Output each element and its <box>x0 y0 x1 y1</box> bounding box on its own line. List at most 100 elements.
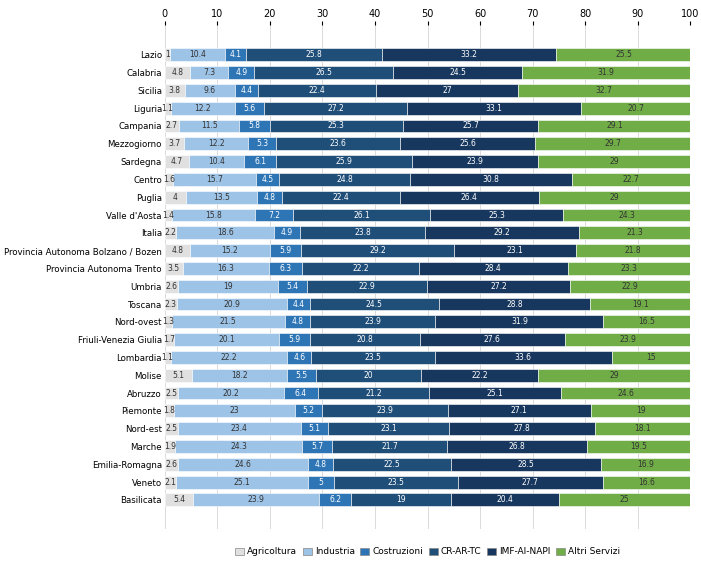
Bar <box>425 226 578 239</box>
Bar <box>190 244 270 257</box>
Bar <box>310 298 439 311</box>
Text: 1.7: 1.7 <box>163 335 175 344</box>
Legend: Agricoltura, Industria, Costruzioni, CR-AR-TC, IMF-AI-NAPI, Altri Servizi: Agricoltura, Industria, Costruzioni, CR-… <box>231 544 624 560</box>
Text: 6.2: 6.2 <box>329 495 341 504</box>
Text: 13.5: 13.5 <box>213 192 230 201</box>
Text: 5.2: 5.2 <box>303 406 315 415</box>
Text: 4: 4 <box>173 192 177 201</box>
Text: 4.1: 4.1 <box>229 50 241 59</box>
Text: 15.8: 15.8 <box>205 211 222 220</box>
Bar <box>270 119 403 132</box>
Bar <box>165 262 183 275</box>
Bar <box>382 48 557 61</box>
Bar <box>562 387 690 400</box>
Bar <box>603 315 690 328</box>
Text: 4.8: 4.8 <box>264 192 275 201</box>
Bar <box>287 298 310 311</box>
Text: 23.9: 23.9 <box>467 157 484 166</box>
Text: 28.4: 28.4 <box>485 264 502 273</box>
Text: 21.7: 21.7 <box>381 442 398 451</box>
Text: 29.2: 29.2 <box>369 246 386 255</box>
Bar <box>165 66 190 79</box>
Bar <box>439 298 590 311</box>
Bar <box>287 369 316 381</box>
Text: 23.9: 23.9 <box>377 406 394 415</box>
Text: 5.4: 5.4 <box>173 495 185 504</box>
Bar <box>276 155 412 168</box>
Bar <box>601 458 690 471</box>
Text: 4.7: 4.7 <box>171 157 183 166</box>
Text: 27.6: 27.6 <box>484 335 501 344</box>
Text: 5.1: 5.1 <box>172 371 184 380</box>
Bar <box>429 387 561 400</box>
Text: 1: 1 <box>165 50 170 59</box>
Bar <box>302 262 418 275</box>
Bar <box>435 351 612 364</box>
Bar <box>193 494 319 507</box>
Text: 22.9: 22.9 <box>358 282 375 291</box>
Bar <box>538 119 691 132</box>
Bar <box>420 333 565 346</box>
Text: 10.4: 10.4 <box>208 157 225 166</box>
Bar <box>322 405 448 417</box>
Text: 21.3: 21.3 <box>626 228 643 237</box>
Bar <box>264 102 407 114</box>
Text: 29: 29 <box>610 192 620 201</box>
Bar <box>334 475 458 488</box>
Bar <box>538 155 690 168</box>
Text: 31.9: 31.9 <box>598 68 615 77</box>
Text: 18.2: 18.2 <box>231 371 247 380</box>
Bar <box>235 102 264 114</box>
Text: 2.1: 2.1 <box>164 478 176 487</box>
Text: 16.3: 16.3 <box>217 264 234 273</box>
Text: 5.8: 5.8 <box>249 122 261 131</box>
Text: 23: 23 <box>230 406 240 415</box>
Text: 24.6: 24.6 <box>235 460 252 469</box>
Bar <box>189 155 244 168</box>
Bar <box>565 333 690 346</box>
Text: 22.4: 22.4 <box>309 86 325 95</box>
Text: 5.1: 5.1 <box>308 424 320 433</box>
Bar <box>409 173 572 186</box>
Text: 25.8: 25.8 <box>306 50 322 59</box>
Text: 22.4: 22.4 <box>332 192 349 201</box>
Bar <box>165 494 193 507</box>
Text: 12.2: 12.2 <box>194 104 211 113</box>
Bar <box>333 458 451 471</box>
Text: 5.3: 5.3 <box>256 139 268 148</box>
Bar <box>279 333 311 346</box>
Bar <box>576 244 690 257</box>
Text: 28.5: 28.5 <box>518 460 535 469</box>
Bar <box>184 138 248 150</box>
Bar <box>165 84 184 97</box>
Text: 5.4: 5.4 <box>287 282 299 291</box>
Text: 23.3: 23.3 <box>621 264 638 273</box>
Text: 4.9: 4.9 <box>281 228 293 237</box>
Bar <box>595 422 690 435</box>
Bar <box>165 405 174 417</box>
Text: 2.7: 2.7 <box>166 122 178 131</box>
Bar <box>248 138 276 150</box>
Bar <box>191 369 287 381</box>
Text: 2.6: 2.6 <box>165 460 177 469</box>
Text: 1.1: 1.1 <box>162 104 174 113</box>
Text: 16.9: 16.9 <box>637 460 654 469</box>
Text: 5.6: 5.6 <box>243 104 255 113</box>
Text: 4.8: 4.8 <box>171 68 184 77</box>
Bar <box>165 119 179 132</box>
Bar <box>165 440 175 453</box>
Bar <box>301 422 327 435</box>
Bar <box>311 333 420 346</box>
Text: 5.9: 5.9 <box>279 246 292 255</box>
Bar <box>239 119 270 132</box>
Text: 19: 19 <box>636 406 646 415</box>
Text: 9.6: 9.6 <box>204 86 216 95</box>
Bar <box>257 191 282 204</box>
Text: 22.2: 22.2 <box>352 264 369 273</box>
Text: 27.1: 27.1 <box>511 406 528 415</box>
Bar <box>568 262 690 275</box>
Text: 2.6: 2.6 <box>165 282 177 291</box>
Text: 20.2: 20.2 <box>223 389 239 397</box>
Bar <box>165 298 177 311</box>
Bar <box>427 280 570 293</box>
